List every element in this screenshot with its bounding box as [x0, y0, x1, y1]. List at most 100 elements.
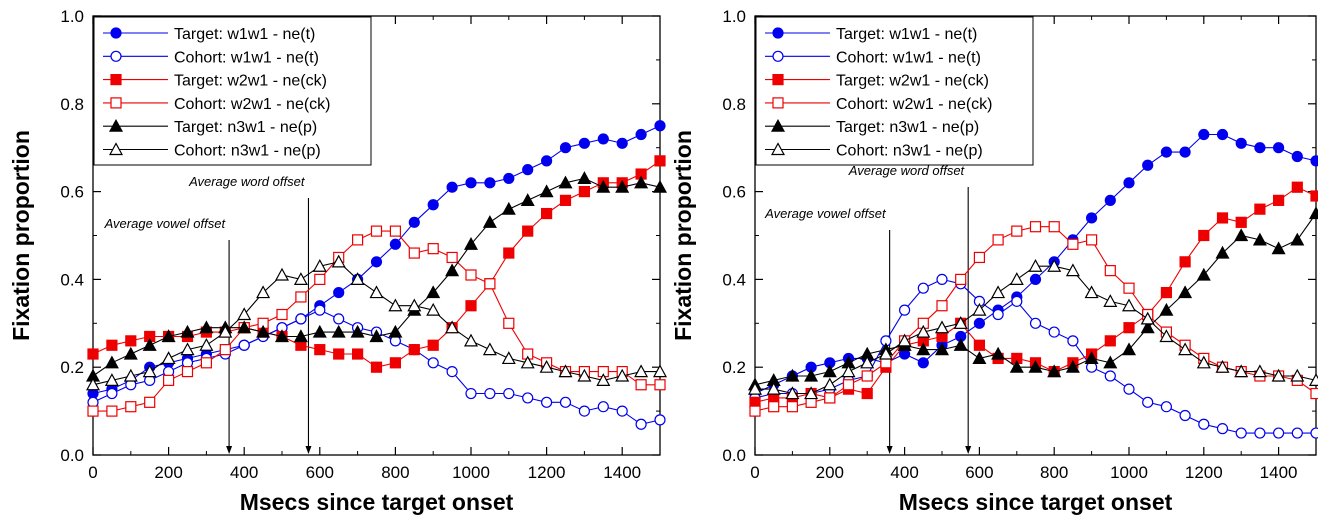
- data-point: [786, 401, 799, 413]
- data-point: [860, 355, 875, 369]
- data-point: [87, 348, 99, 360]
- legend-marker: [772, 73, 784, 86]
- data-point: [1216, 423, 1229, 435]
- data-point: [878, 346, 893, 360]
- annotation-arrow-head: [226, 446, 233, 454]
- data-point: [953, 337, 968, 351]
- data-point: [87, 405, 99, 417]
- data-point: [898, 304, 911, 316]
- y-axis-title: Fixation proportion: [8, 130, 34, 341]
- data-point: [427, 357, 439, 369]
- legend-marker: [110, 50, 122, 62]
- data-point: [256, 285, 271, 299]
- data-point: [237, 320, 252, 334]
- data-point: [484, 278, 496, 290]
- data-point: [1142, 396, 1154, 408]
- data-point: [293, 329, 308, 343]
- data-point: [1084, 351, 1099, 365]
- data-point: [897, 333, 912, 347]
- series-5: [85, 254, 668, 391]
- data-point: [522, 392, 534, 404]
- x-tick-label: 1200: [1185, 463, 1223, 482]
- data-point: [1140, 311, 1155, 325]
- data-point: [1121, 342, 1137, 356]
- annotation-word-offset: Average word offset: [188, 174, 306, 189]
- legend-label: Cohort: w2w1 - ne(ck): [174, 96, 331, 113]
- data-point: [1235, 137, 1247, 149]
- data-point: [331, 324, 346, 338]
- data-point: [1308, 373, 1318, 386]
- data-point: [370, 361, 383, 373]
- data-point: [200, 357, 212, 369]
- right-chart-panel: 0 200 400 600 800 1000 1200 1400 0.0 0.2 0.4 0.6 0.8…: [670, 7, 1318, 515]
- annotation-vowel-offset: Average vowel offset: [764, 206, 887, 221]
- data-point: [558, 175, 573, 189]
- data-point: [1028, 359, 1043, 373]
- data-point: [749, 405, 761, 417]
- legend-marker: [110, 73, 122, 86]
- data-point: [992, 234, 1004, 246]
- data-point: [654, 379, 666, 391]
- data-point: [352, 348, 364, 360]
- data-point: [1123, 383, 1135, 395]
- data-point: [1104, 194, 1116, 206]
- data-point: [1179, 409, 1191, 422]
- data-point: [238, 339, 250, 351]
- data-point: [106, 405, 118, 417]
- data-point: [1067, 335, 1079, 347]
- data-point: [333, 313, 345, 325]
- data-point: [445, 320, 460, 334]
- data-point: [1085, 212, 1098, 224]
- data-point: [1160, 146, 1173, 158]
- data-point: [973, 251, 986, 264]
- data-point: [520, 355, 535, 369]
- data-point: [1198, 418, 1210, 430]
- x-tick-label: 1400: [603, 463, 641, 482]
- data-point: [597, 133, 609, 145]
- data-point: [1196, 355, 1211, 369]
- data-point: [634, 364, 649, 378]
- series-line: [92, 177, 661, 377]
- legend-label: Cohort: w2w1 - ne(ck): [836, 96, 993, 113]
- legend-label: Cohort: n3w1 - ne(p): [836, 143, 983, 160]
- data-point: [972, 351, 987, 365]
- y-tick-label: 1.0: [722, 7, 746, 26]
- data-point: [596, 179, 611, 193]
- data-point: [520, 193, 535, 206]
- legend-marker: [108, 118, 124, 132]
- data-point: [503, 317, 515, 329]
- data-point: [768, 401, 780, 413]
- data-point: [314, 344, 326, 356]
- data-point: [463, 333, 479, 347]
- data-point: [482, 342, 497, 356]
- y-tick-label: 0.2: [722, 358, 746, 377]
- x-tick-label: 400: [890, 463, 918, 482]
- data-point: [1048, 326, 1060, 338]
- data-point: [1028, 258, 1043, 272]
- data-point: [446, 365, 458, 378]
- data-point: [804, 368, 819, 382]
- data-point: [465, 177, 477, 189]
- data-point: [388, 298, 403, 312]
- data-point: [426, 285, 441, 299]
- data-point: [333, 348, 345, 360]
- data-point: [1290, 232, 1305, 246]
- y-tick-label: 0.6: [722, 183, 746, 202]
- data-point: [256, 324, 271, 338]
- data-point: [1029, 317, 1042, 329]
- y-tick-label: 0.8: [60, 95, 84, 114]
- data-point: [181, 365, 194, 378]
- data-point: [1123, 177, 1135, 189]
- y-tick-label: 0.0: [722, 446, 746, 465]
- data-point: [427, 339, 439, 351]
- x-tick-label: 600: [306, 463, 334, 482]
- data-point: [934, 320, 950, 334]
- data-point: [1310, 190, 1318, 202]
- data-point: [597, 401, 609, 413]
- data-point: [237, 307, 252, 321]
- data-point: [123, 368, 138, 382]
- data-point: [540, 155, 553, 167]
- data-point: [1308, 206, 1318, 220]
- data-point: [218, 324, 233, 338]
- y-tick-label: 0.4: [722, 270, 746, 289]
